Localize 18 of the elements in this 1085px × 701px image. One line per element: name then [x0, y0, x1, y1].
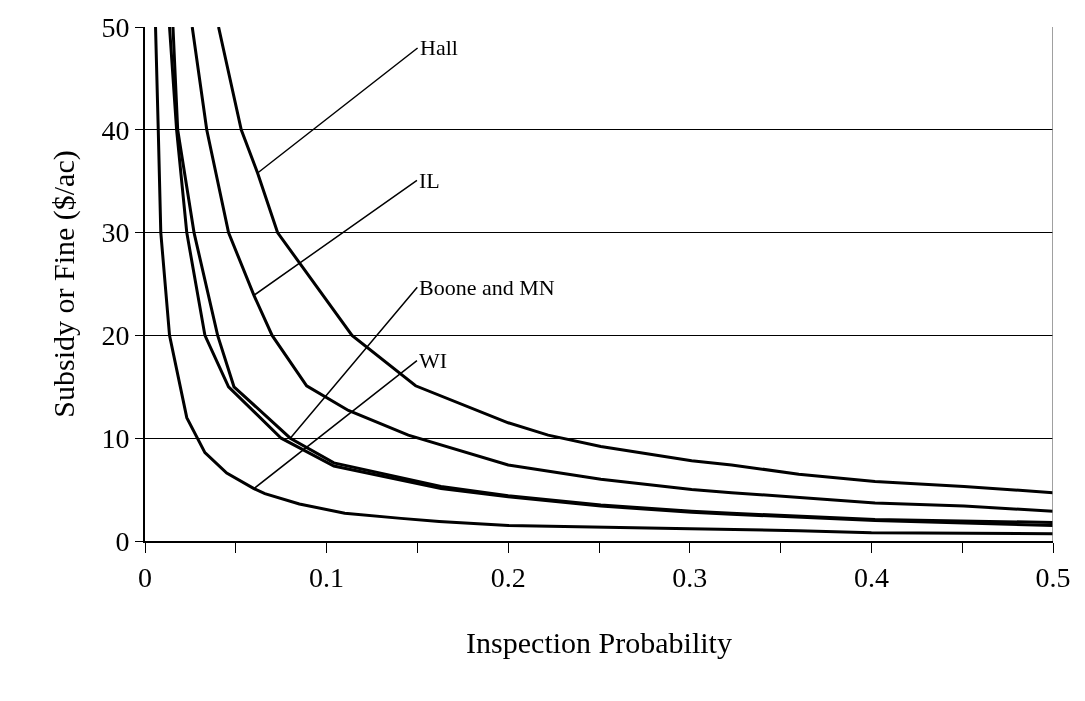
annotation: IL [419, 168, 440, 193]
y-tick-label: 10 [101, 423, 130, 454]
annotation: Boone and MN [419, 275, 555, 300]
x-axis-title: Inspection Probability [466, 625, 732, 659]
y-tick-label: 50 [101, 11, 130, 43]
y-tick-label: 30 [101, 217, 130, 249]
y-tick-label: 40 [101, 114, 130, 146]
x-tick-label: 0.3 [672, 561, 708, 593]
x-tick-label: 0 [138, 561, 152, 593]
x-tick-label: 0.2 [490, 561, 526, 593]
y-axis-title: Subsidy or Fine ($/ac) [46, 150, 81, 418]
annotation: WI [419, 348, 448, 373]
annotation: Hall [420, 35, 458, 60]
x-tick-label: 0.4 [853, 561, 889, 593]
x-tick-label: 0.5 [1035, 561, 1071, 593]
y-tick-label: 20 [101, 320, 130, 352]
y-tick-label: 0 [115, 525, 130, 557]
x-tick-label: 0.1 [309, 561, 345, 593]
